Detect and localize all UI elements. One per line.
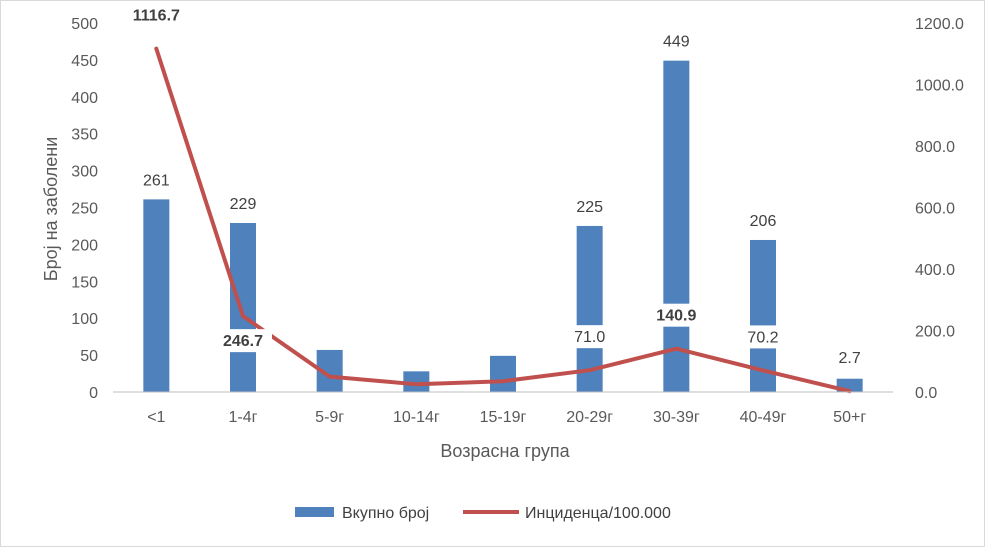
y2-tick-label: 400.0 (915, 262, 955, 279)
line-value-label: 71.0 (574, 329, 605, 346)
bar-4 (490, 356, 516, 392)
bar-value-label: 206 (750, 213, 777, 230)
x-tick-label: 10-14г (393, 409, 440, 426)
line-value-label: 70.2 (747, 329, 778, 346)
x-tick-label: 1-4г (229, 409, 258, 426)
y-tick-label: 100 (71, 311, 98, 328)
x-tick-label: 20-29г (566, 409, 613, 426)
y2-tick-label: 1000.0 (915, 78, 964, 95)
bar-value-label: 225 (576, 199, 603, 216)
y2-tick-label: 600.0 (915, 201, 955, 218)
y-tick-label: 450 (71, 53, 98, 70)
x-tick-label: 5-9г (315, 409, 344, 426)
x-tick-label: <1 (147, 409, 165, 426)
x-tick-label: 40-49г (740, 409, 787, 426)
y-tick-label: 150 (71, 274, 98, 291)
line-value-label: 246.7 (223, 333, 263, 350)
y-axis-ticks: 0 50 100 150 200 250 300 350 400 450 500 (71, 16, 98, 402)
y2-tick-label: 1200.0 (915, 16, 964, 33)
legend-bar-label: Вкупно број (342, 505, 429, 522)
line-value-label: 2.7 (839, 350, 861, 367)
y-tick-label: 250 (71, 201, 98, 218)
y2-axis-ticks: 0.0 200.0 400.0 600.0 800.0 1000.0 1200.0 (915, 16, 964, 402)
bar-value-label: 449 (663, 34, 690, 51)
y-tick-label: 350 (71, 127, 98, 144)
bar-value-label: 261 (143, 172, 170, 189)
line-value-label: 1116.7 (133, 8, 180, 25)
x-tick-label: 50+г (833, 409, 866, 426)
y-tick-label: 0 (89, 385, 98, 402)
legend-line-label: Инциденца/100.000 (525, 505, 671, 522)
y2-tick-label: 0.0 (915, 385, 937, 402)
bar-6 (663, 61, 689, 392)
bar-0 (143, 199, 169, 392)
y-tick-label: 200 (71, 237, 98, 254)
bar-1 (230, 223, 256, 392)
legend-bar-swatch (295, 507, 334, 517)
line-value-label: 140.9 (656, 308, 696, 325)
bar-value-label: 229 (230, 196, 257, 213)
y-tick-label: 400 (71, 90, 98, 107)
y2-tick-label: 200.0 (915, 324, 955, 341)
x-axis-ticks: <1 1-4г 5-9г 10-14г 15-19г 20-29г 30-39г 40-49г… (147, 409, 866, 426)
y-axis-title: Број на заболени (41, 137, 61, 281)
y-tick-label: 300 (71, 164, 98, 181)
y-tick-label: 500 (71, 16, 98, 33)
x-tick-label: 30-39г (653, 409, 700, 426)
legend: Вкупно број Инциденца/100.000 (295, 505, 671, 522)
y-tick-label: 50 (80, 348, 98, 365)
x-axis-title: Возрасна група (440, 441, 570, 461)
x-tick-label: 15-19г (480, 409, 527, 426)
y2-tick-label: 800.0 (915, 139, 955, 156)
